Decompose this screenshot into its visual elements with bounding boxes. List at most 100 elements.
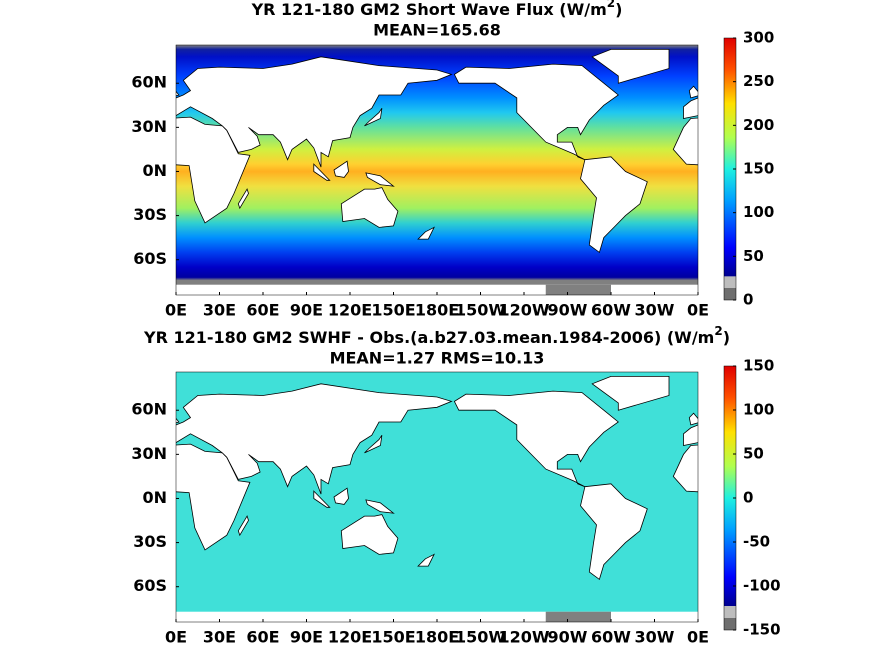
land <box>333 487 349 505</box>
land <box>365 172 395 187</box>
x-tick-label: 180E <box>415 628 459 647</box>
land <box>59 157 126 253</box>
x-tick-label: 90E <box>290 628 323 647</box>
x-tick-label: 150W <box>455 301 506 320</box>
y-tick-label: 30S <box>133 205 167 224</box>
x-tick-label: 120W <box>498 301 549 320</box>
y-tick-label: 30N <box>131 117 167 136</box>
sea-ice <box>545 611 611 622</box>
land <box>176 417 180 424</box>
y-tick-label: 60N <box>131 400 167 419</box>
x-tick-label: 0E <box>687 301 709 320</box>
x-tick-label: 150W <box>455 628 506 647</box>
y-tick-label: 60S <box>133 576 167 595</box>
x-tick-label: 60E <box>246 628 279 647</box>
x-tick-label: 60W <box>591 301 631 320</box>
x-tick-label: 90W <box>548 301 588 320</box>
land <box>176 443 251 551</box>
land <box>364 434 383 454</box>
land <box>688 412 698 426</box>
land <box>340 514 399 555</box>
panel-title: YR 121-180 GM2 SWHF - Obs.(a.b27.03.mean… <box>143 324 730 347</box>
land <box>688 85 698 99</box>
title-end: ) <box>615 0 622 19</box>
land <box>591 376 670 411</box>
x-tick-label: 120W <box>498 628 549 647</box>
land <box>340 187 399 228</box>
land <box>237 515 249 537</box>
map-area <box>0 372 875 622</box>
land <box>580 483 648 581</box>
x-tick-label: 0E <box>687 628 709 647</box>
panel-title: YR 121-180 GM2 Short Wave Flux (W/m2) <box>251 0 623 19</box>
panel-subtitle: MEAN=165.68 <box>373 21 501 40</box>
land <box>863 515 875 555</box>
colorbar-tick-label: 50 <box>743 445 764 463</box>
y-tick-label: 60S <box>133 249 167 268</box>
land <box>176 56 453 168</box>
land <box>591 49 670 84</box>
x-tick-label: 30W <box>635 301 675 320</box>
colorbar-tick-label: -100 <box>743 577 781 595</box>
title-text: YR 121-180 GM2 SWHF - Obs.(a.b27.03.mean… <box>143 328 714 347</box>
land <box>0 64 96 160</box>
colorbar: 0 50 100 150 200 250 300 <box>723 29 774 309</box>
colorbar-tick-label: 100 <box>743 401 774 419</box>
x-tick-label: 30E <box>203 301 236 320</box>
antarctica <box>176 611 698 622</box>
sea-ice <box>545 284 611 295</box>
land <box>417 553 435 567</box>
x-tick-label: 0E <box>165 301 187 320</box>
x-tick-label: 120E <box>328 628 372 647</box>
y-tick-label: 30S <box>133 532 167 551</box>
land <box>580 156 648 254</box>
colorbar-tick-label: 200 <box>743 116 774 134</box>
title-superscript: 2 <box>714 324 722 338</box>
x-tick-label: 0E <box>165 628 187 647</box>
y-tick-label: 60N <box>131 73 167 92</box>
land <box>672 444 698 493</box>
land <box>683 97 698 119</box>
land <box>683 424 698 446</box>
x-tick-label: 60E <box>246 301 279 320</box>
land <box>59 484 126 580</box>
colorbar-tick-label: 150 <box>743 357 774 375</box>
x-tick-label: 150E <box>371 301 415 320</box>
y-tick-label: 30N <box>131 444 167 463</box>
colorbar-tick-label: 0 <box>743 291 753 309</box>
colorbar-tick-label: -50 <box>743 533 770 551</box>
land <box>453 63 619 161</box>
x-tick-label: 150E <box>371 628 415 647</box>
colorbar-tick-label: 250 <box>743 72 774 90</box>
land <box>237 188 249 210</box>
y-tick-label: 0N <box>142 488 167 507</box>
y-tick-label: 0N <box>142 161 167 180</box>
title-superscript: 2 <box>607 0 615 10</box>
land <box>176 116 251 224</box>
x-tick-label: 90W <box>548 628 588 647</box>
land <box>417 226 435 240</box>
land <box>453 390 619 488</box>
title-end: ) <box>723 328 730 347</box>
land <box>364 107 383 127</box>
colorbar-tick-label: 100 <box>743 203 774 221</box>
map-area <box>0 45 870 295</box>
x-tick-label: 120E <box>328 301 372 320</box>
land <box>856 161 870 177</box>
x-tick-label: 90E <box>290 301 323 320</box>
colorbar-tick-label: -150 <box>743 621 781 639</box>
x-tick-label: 60W <box>591 628 631 647</box>
colorbar-tick-label: 300 <box>743 29 774 47</box>
land <box>0 391 96 487</box>
colorbar-tick-label: 0 <box>743 489 753 507</box>
x-tick-label: 30E <box>203 628 236 647</box>
colorbar-tick-label: 50 <box>743 247 764 265</box>
colorbar-tick-label: 150 <box>743 160 774 178</box>
land <box>836 491 852 507</box>
land <box>365 499 395 514</box>
land <box>176 383 453 495</box>
antarctica <box>176 284 698 295</box>
title-text: YR 121-180 GM2 Short Wave Flux (W/m <box>251 0 607 19</box>
x-tick-label: 30W <box>635 628 675 647</box>
